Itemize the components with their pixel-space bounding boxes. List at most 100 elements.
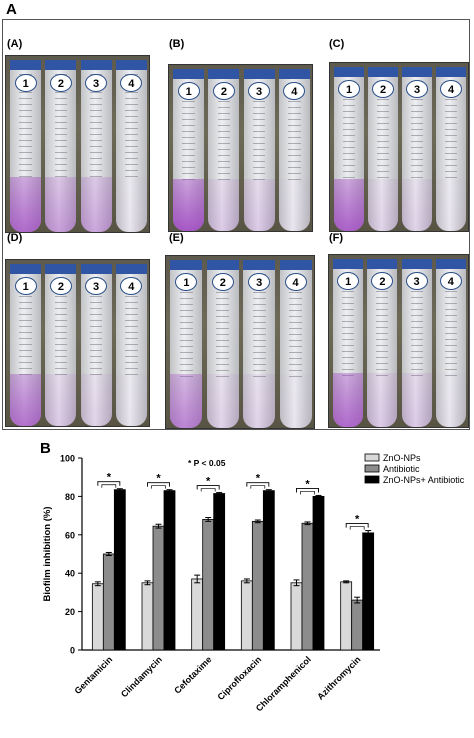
tube-number-badge: 2 [371,272,394,290]
tube-number-badge: 2 [372,80,394,98]
bar [240,580,253,651]
tube-graduation [54,278,68,378]
significance-bracket [101,484,117,488]
tube-graduation [376,273,389,377]
test-tube [435,259,466,427]
tube-graduation [343,81,355,182]
significance-bracket [200,488,216,492]
tube-cap [80,264,112,274]
bar [262,490,275,651]
tube-number-badge: 4 [120,74,143,92]
tube-cap [279,260,312,270]
tube-graduation [125,74,138,181]
stained-biofilm [334,178,364,231]
stained-biofilm [45,176,77,232]
category-label: Ciprofloxacin [216,654,264,702]
y-tick-label: 60 [65,530,75,540]
legend-swatch [364,475,380,484]
tube-graduation [289,274,302,378]
tube-number-badge: 4 [439,272,462,290]
legend-swatch [364,453,380,462]
test-tube [45,60,77,232]
tube-cap [173,69,205,79]
test-tube [10,264,42,426]
category-label: Clindamycin [119,654,164,699]
y-tick-label: 0 [70,646,75,656]
significance-bracket [196,485,220,490]
tube-number-badge: 3 [248,273,271,291]
stained-biofilm [173,179,205,231]
tube-number-badge: 1 [14,277,37,295]
tube-cap [243,69,275,79]
tube-cap [402,67,432,77]
bar [163,490,176,651]
significance-star: * [107,472,112,484]
stained-biofilm [115,176,147,232]
tube-number-badge: 4 [284,273,307,291]
stained-biofilm [333,373,364,427]
photo-label-2: (B) [169,38,185,50]
stained-biofilm [10,176,42,232]
tube-number-badge: 1 [177,82,200,100]
bar [102,553,115,651]
stained-biofilm [436,178,466,231]
tube-graduation [410,273,423,377]
tube-cap [436,67,466,77]
stained-biofilm [368,178,398,231]
bar [340,581,353,651]
test-tube [401,259,432,427]
tube-number-badge: 3 [248,82,271,100]
tube-cap [10,264,42,274]
photo-label-3: (C) [329,38,345,50]
bar [191,578,204,651]
photo-panel-frame: (A) 1 2 3 4 (B) 1 2 3 4 (C) 1 2 3 4 (D) 1 2 3 4 (E) 1 2 3 4 (F) 1 2… [2,19,470,430]
tube-graduation [252,274,266,378]
bar [251,520,264,651]
tube-cap [243,260,276,270]
tube-graduation [179,274,193,378]
tube-number-badge: 1 [337,272,360,290]
tube-cap [115,60,147,70]
biofilm-inhibition-chart: 0 20 40 60 80 100 Biofilm inhibition (%) * Genta… [42,453,465,713]
significance-star: * [156,473,161,485]
test-tube [80,60,112,232]
bar [202,519,215,651]
stained-biofilm [279,374,312,428]
tube-number-badge: 1 [338,80,360,98]
tube-number-badge: 1 [175,273,198,291]
stained-biofilm [208,179,240,231]
tube-graduation [252,83,266,183]
stained-biofilm [243,179,275,231]
significance-bracket [300,491,315,495]
tube-number-badge: 3 [405,272,428,290]
tube-number-badge: 4 [440,80,462,98]
tube-number-badge: 2 [212,82,235,100]
category-label: Cefotaxime [172,654,213,695]
tube-graduation [288,83,301,183]
category-label: Gentamicin [73,654,115,696]
significance-star: * [256,473,261,485]
tube-number-badge: 3 [85,277,108,295]
tube-graduation [19,278,32,378]
significance-bracket [97,481,121,486]
tube-graduation [216,274,230,378]
tube-number-badge: 1 [14,74,37,92]
photo-label-4: (D) [7,232,23,244]
significance-bracket [151,485,166,489]
bar [362,532,375,651]
tube-cap [368,67,398,77]
tube-number-badge: 3 [85,74,108,92]
tube-cap [278,69,310,79]
stained-biofilm [435,373,466,427]
stained-biofilm [367,373,398,427]
tube-number-badge: 4 [120,277,143,295]
stained-biofilm [45,374,77,426]
tube-graduation [182,83,195,183]
significance-star: * [305,478,310,490]
test-tube [402,67,432,231]
stained-biofilm [243,374,276,428]
p-value-annotation: * P < 0.05 [188,458,226,468]
test-tube [367,259,398,427]
stained-biofilm [206,374,239,428]
